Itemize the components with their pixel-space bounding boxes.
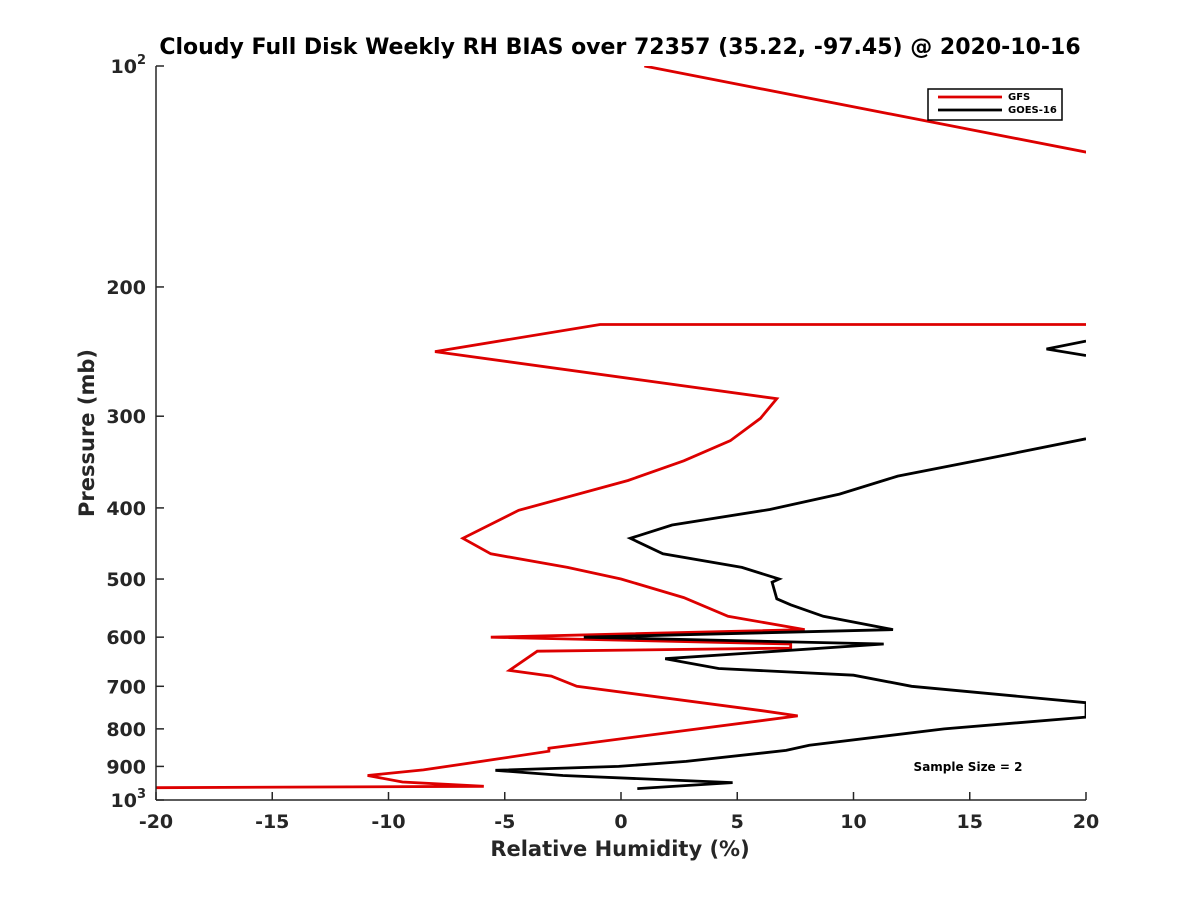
y-tick-label: 500 bbox=[106, 569, 146, 591]
y-tick-label: 103 bbox=[111, 787, 147, 812]
y-axis-label: Pressure (mb) bbox=[75, 349, 99, 517]
x-tick-label: 20 bbox=[1073, 811, 1099, 833]
legend: GFS GOES-16 bbox=[927, 88, 1063, 121]
y-tick-label: 800 bbox=[106, 719, 146, 741]
x-tick-label: 10 bbox=[840, 811, 866, 833]
y-tick-label: 400 bbox=[106, 498, 146, 520]
x-tick-label: -5 bbox=[494, 811, 515, 833]
series-line-goes16 bbox=[1046, 339, 1086, 357]
x-axis-ticks: -20 -15 -10 -5 0 5 10 15 20 bbox=[139, 792, 1099, 833]
series-line-gfs bbox=[156, 66, 1086, 790]
x-axis-label: Relative Humidity (%) bbox=[490, 837, 749, 861]
legend-label-gfs: GFS bbox=[1008, 92, 1030, 103]
series-line-goes16 bbox=[495, 437, 1086, 790]
x-tick-label: -15 bbox=[255, 811, 289, 833]
y-tick-label: 900 bbox=[106, 756, 146, 778]
y-tick-label: 600 bbox=[106, 627, 146, 649]
legend-label-goes16: GOES-16 bbox=[1008, 105, 1057, 116]
sample-size-annotation: Sample Size = 2 bbox=[914, 760, 1023, 774]
y-axis-ticks: 102 200 300 400 500 600 700 800 900 103 bbox=[106, 53, 164, 812]
y-tick-label: 200 bbox=[106, 277, 146, 299]
x-tick-label: 0 bbox=[614, 811, 627, 833]
x-tick-label: 15 bbox=[957, 811, 983, 833]
legend-box bbox=[927, 88, 1063, 121]
chart-title: Cloudy Full Disk Weekly RH BIAS over 723… bbox=[159, 35, 1080, 60]
x-tick-label: 5 bbox=[731, 811, 744, 833]
y-tick-label: 700 bbox=[106, 676, 146, 698]
x-tick-label: -20 bbox=[139, 811, 173, 833]
series-layer bbox=[156, 66, 1086, 790]
y-tick-label: 300 bbox=[106, 406, 146, 428]
y-tick-label: 102 bbox=[111, 53, 147, 78]
x-tick-label: -10 bbox=[371, 811, 405, 833]
